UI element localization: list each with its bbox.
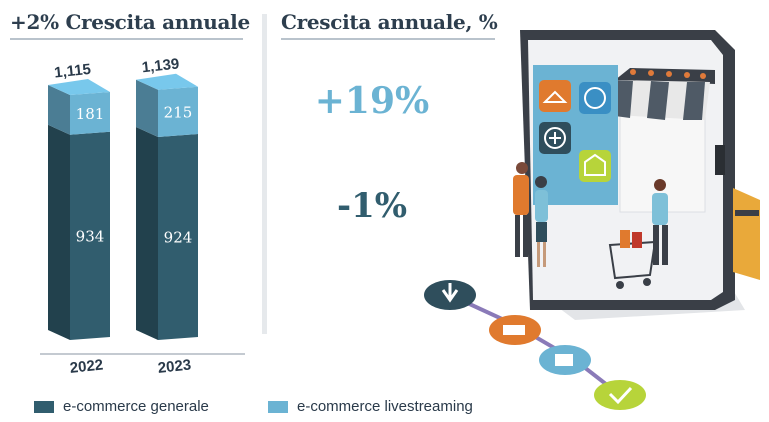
legend-swatch-livestreaming [268, 400, 288, 413]
bar-side-2022-s1 [48, 85, 70, 135]
total-label-2023: 1,139 [141, 55, 180, 76]
legend-item-livestreaming: e-commerce livestreaming [268, 398, 473, 415]
credit-card-icon [733, 188, 760, 280]
hanger-icon [539, 80, 571, 112]
bar-2023-s0 [158, 133, 198, 340]
title-underline-left [10, 38, 243, 40]
stacked-bar-chart: 934 181 1,115 2022 924 215 1,139 2023 [40, 55, 245, 377]
total-label-2022: 1,115 [53, 61, 91, 82]
growth-generale-value: -1% [336, 186, 408, 226]
legend-swatch-generale [34, 400, 54, 413]
shopper-figure-icon [513, 162, 668, 267]
legend-label-livestreaming: e-commerce livestreaming [297, 398, 473, 415]
app-grid [533, 65, 618, 205]
checkmark-icon [594, 380, 646, 410]
bar-2023-s1 [158, 86, 198, 137]
bar-side-2023-s1 [136, 79, 158, 137]
bar-side-2022-s0 [48, 124, 70, 340]
value-label-2022-s1: 181 [76, 105, 105, 123]
shop-awning-icon [615, 68, 715, 213]
x-tick-label-2023: 2023 [157, 356, 192, 376]
value-label-2023-s1: 215 [164, 103, 193, 121]
bar-side-2023-s0 [136, 126, 158, 341]
delivery-truck-icon [489, 315, 541, 345]
basketball-icon [579, 82, 611, 114]
legend-label-generale: e-commerce generale [63, 398, 209, 415]
package-icon [539, 345, 591, 375]
ecommerce-illustration [424, 30, 760, 410]
chart-title-left: +2% Crescita annuale [10, 10, 250, 34]
value-label-2023-s0: 924 [164, 228, 193, 246]
bar-top-2023 [136, 73, 198, 90]
chart-title-right: Crescita annuale, % [281, 10, 498, 34]
value-label-2022-s0: 934 [76, 227, 105, 245]
path-line [449, 293, 622, 397]
bar-top-2022 [48, 79, 110, 96]
growth-livestreaming-value: +19% [314, 80, 430, 122]
bar-2022-s0 [70, 131, 110, 340]
bar-2022-s1 [70, 92, 110, 135]
legend-item-generale: e-commerce generale [34, 398, 209, 415]
download-arrow-icon [424, 280, 476, 310]
x-tick-label-2022: 2022 [69, 356, 104, 376]
title-underline-right [281, 38, 495, 40]
shopping-cart-icon [608, 230, 657, 289]
section-divider [262, 14, 267, 334]
